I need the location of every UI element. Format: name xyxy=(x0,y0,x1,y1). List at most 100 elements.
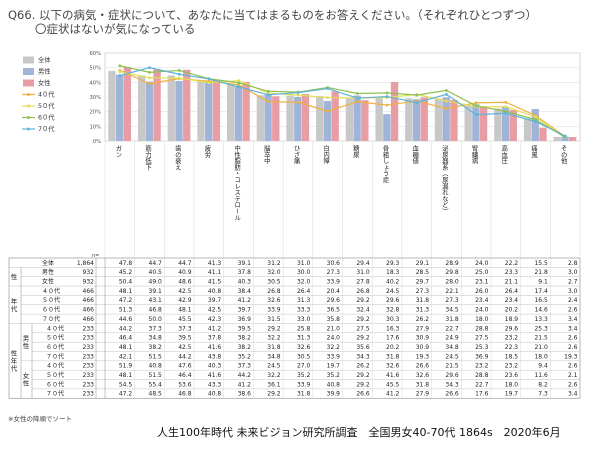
table-cell: 3.0 xyxy=(568,288,578,295)
table-cell: 26.2 xyxy=(416,316,430,323)
table-cell: 21.0 xyxy=(327,325,341,332)
table-cell: 29.2 xyxy=(356,372,370,379)
table-cell: 23.3 xyxy=(505,269,519,276)
table-cell: 19.7 xyxy=(327,363,341,370)
bar xyxy=(115,74,124,141)
y-tick-label: 10% xyxy=(89,124,101,130)
table-cell: 19.3 xyxy=(416,353,430,360)
table-cell: 44.7 xyxy=(149,260,163,267)
table-cell: 28.8 xyxy=(475,372,489,379)
table-cell: 29.7 xyxy=(416,279,430,286)
category-label: 歯の衰え xyxy=(174,144,181,171)
series-line xyxy=(119,67,566,137)
table-cell: 44.2 xyxy=(178,353,192,360)
table-cell: 23.2 xyxy=(505,363,519,370)
line-point xyxy=(563,134,567,138)
table-cell: 35.6 xyxy=(356,344,370,351)
table-cell: 34.8 xyxy=(445,344,459,351)
line-point xyxy=(385,91,389,95)
category-label: 中性脂肪・コレステロール xyxy=(233,144,240,221)
bar xyxy=(205,80,213,141)
row-label: ６０代 xyxy=(46,343,64,351)
table-cell: 54.5 xyxy=(119,381,133,388)
category-label: ひざ痛 xyxy=(292,145,299,166)
category-label: 疲労 xyxy=(203,144,210,159)
row-n: 233 xyxy=(83,335,95,342)
line-point xyxy=(148,66,151,70)
category-label: 高血圧 xyxy=(500,144,507,166)
bar xyxy=(531,109,539,141)
table-cell: 46.4 xyxy=(178,372,192,379)
table-cell: 41.2 xyxy=(238,381,252,388)
row-label: 全体 xyxy=(42,259,54,267)
line-point xyxy=(326,96,330,99)
row-n: 233 xyxy=(83,344,95,351)
table-cell: 23.2 xyxy=(505,335,519,342)
line-point xyxy=(148,76,151,80)
table-cell: 31.3 xyxy=(416,307,430,314)
line-point xyxy=(177,76,181,80)
table-cell: 2.7 xyxy=(568,279,578,286)
line-point xyxy=(207,81,211,85)
bar xyxy=(323,100,332,141)
row-label: ６０代 xyxy=(46,380,64,388)
bar xyxy=(175,81,183,141)
legend-swatch xyxy=(23,56,34,64)
table-cell: 43.8 xyxy=(208,353,222,360)
table-cell: 26.6 xyxy=(356,391,370,398)
table-cell: 26.4 xyxy=(297,288,311,295)
bar xyxy=(183,69,191,141)
line-point xyxy=(296,93,300,97)
table-cell: 31.3 xyxy=(297,297,311,304)
table-cell: 41.1 xyxy=(208,269,222,276)
table-cell: 21.1 xyxy=(505,279,519,286)
table-cell: 23.4 xyxy=(505,297,519,304)
table-cell: 9.1 xyxy=(538,279,548,286)
row-label: ７０代 xyxy=(46,390,64,398)
table-cell: 37.8 xyxy=(238,269,252,276)
table-cell: 42.5 xyxy=(208,307,222,314)
table-cell: 26.8 xyxy=(267,288,281,295)
table-cell: 21.8 xyxy=(534,269,548,276)
table-cell: 29.8 xyxy=(445,269,459,276)
table-cell: 51.5 xyxy=(149,372,163,379)
bar xyxy=(353,95,361,141)
bar xyxy=(167,75,175,141)
table-cell: 41.2 xyxy=(208,325,222,332)
table-cell: 36.1 xyxy=(267,381,281,388)
table-cell: 17.4 xyxy=(534,288,548,295)
bar xyxy=(464,105,472,141)
line-point xyxy=(237,85,240,89)
table-cell: 18.5 xyxy=(505,353,519,360)
row-n: 233 xyxy=(83,391,95,398)
table-cell: 20.2 xyxy=(505,307,519,314)
table-cell: 21.5 xyxy=(445,363,459,370)
line-point xyxy=(385,95,389,98)
table-cell: 29.2 xyxy=(356,316,370,323)
table-cell: 22.3 xyxy=(505,344,519,351)
table-cell: 35.2 xyxy=(327,372,341,379)
row-label: ４０代 xyxy=(46,324,64,332)
line-point xyxy=(266,89,270,93)
table-cell: 40.3 xyxy=(238,279,252,286)
line-point xyxy=(445,107,448,110)
category-label: 脳卒中 xyxy=(263,144,270,166)
table-cell: 42.5 xyxy=(178,344,192,351)
category-label: 糖尿 xyxy=(352,144,359,158)
line-point xyxy=(148,70,151,74)
table-cell: 31.3 xyxy=(297,335,311,342)
bar xyxy=(301,94,310,141)
table-cell: 23.4 xyxy=(475,297,489,304)
table-cell: 30.3 xyxy=(386,316,400,323)
table-subgroup-label: 性 xyxy=(23,341,30,350)
bar xyxy=(153,69,161,141)
table-cell: 35.2 xyxy=(297,372,311,379)
table-cell: 29.6 xyxy=(327,297,341,304)
legend-swatch xyxy=(23,68,34,75)
table-cell: 27.0 xyxy=(297,363,311,370)
bar xyxy=(553,136,561,141)
table-cell: 21.5 xyxy=(534,335,548,342)
table-cell: 14.6 xyxy=(534,307,548,314)
line-point xyxy=(445,92,448,96)
line-point xyxy=(118,74,122,77)
